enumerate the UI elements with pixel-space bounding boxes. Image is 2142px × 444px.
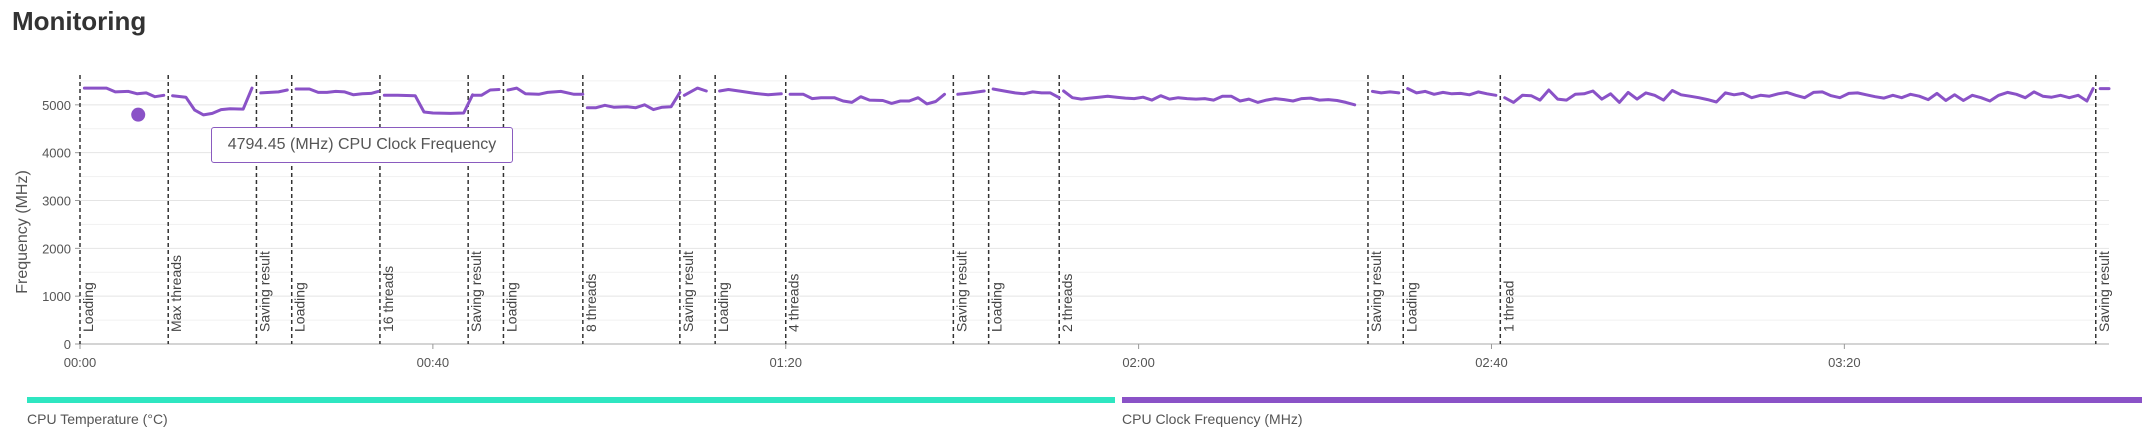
series-line-segment[interactable] [1406, 87, 1498, 97]
series-line-segment[interactable] [294, 87, 380, 97]
y-tick-label: 5000 [42, 98, 71, 113]
y-tick-label: 3000 [42, 194, 71, 209]
annotation-label: 4 threads [786, 274, 802, 332]
x-axis: 00:00 00:40 01:20 02:00 02:40 03:20 [64, 343, 2109, 370]
y-axis: 0 1000 2000 3000 4000 5000 [42, 98, 80, 352]
legend-label-cpu-clock-frequency[interactable]: CPU Clock Frequency (MHz) [1122, 411, 1303, 427]
series-line-segment[interactable] [788, 92, 946, 106]
annotation-label: Loading [503, 282, 519, 332]
x-tick-label: 02:00 [1122, 355, 1155, 370]
series-line-segment[interactable] [382, 93, 475, 115]
tooltip-value: 4794.45 [227, 136, 286, 153]
series-line-segment[interactable] [991, 87, 1061, 100]
annotation-label: Loading [292, 282, 308, 332]
x-tick-label: 00:40 [417, 355, 450, 370]
x-tick-label: 00:00 [64, 355, 97, 370]
tooltip-series-name: CPU Clock Frequency [338, 136, 497, 153]
series-line-segment[interactable] [1370, 89, 1401, 95]
annotation-label: 16 threads [380, 266, 396, 332]
series-line-segment[interactable] [1062, 89, 1357, 107]
legend-label-cpu-temperature[interactable]: CPU Temperature (°C) [27, 411, 168, 427]
annotation-label: 8 threads [583, 274, 599, 332]
tooltip: 4794.45 (MHz) CPU Clock Frequency [211, 127, 513, 163]
series-line-segment[interactable] [506, 86, 585, 96]
tooltip-unit: (MHz) [290, 136, 334, 153]
annotation-label: Saving result [953, 251, 969, 332]
y-axis-label: Frequency (MHz) [14, 170, 31, 294]
legend-bar-cpu-clock-frequency[interactable] [1122, 397, 2142, 403]
y-tick-label: 1000 [42, 289, 71, 304]
series-line-segment[interactable] [1503, 87, 2095, 104]
annotation-markers: Loading Max threads Saving result Loading 16… [79, 75, 2112, 344]
annotation-label: Saving result [256, 251, 272, 332]
annotation-label: Loading [1403, 282, 1419, 332]
annotation-label: Saving result [1368, 251, 1384, 332]
tooltip-point[interactable] [131, 107, 146, 122]
annotation-label: Loading [80, 282, 96, 332]
y-tick-label: 0 [64, 337, 71, 352]
series-line-segment[interactable] [259, 88, 289, 95]
annotation-label: Max threads [168, 255, 184, 332]
series-line-segment[interactable] [682, 86, 708, 97]
annotation-label: Loading [989, 282, 1005, 332]
series-line-segment[interactable] [956, 89, 986, 96]
annotation-label: Loading [715, 282, 731, 332]
series-line-segment[interactable] [82, 86, 166, 99]
annotation-label: Saving result [680, 251, 696, 332]
x-tick-label: 01:20 [769, 355, 802, 370]
annotation-label: Saving result [2096, 251, 2112, 332]
y-tick-label: 2000 [42, 241, 71, 256]
series-line-segment[interactable] [471, 88, 501, 97]
legend-bar-cpu-temperature[interactable] [27, 397, 1115, 403]
series-line-segment[interactable] [718, 88, 783, 97]
series-line-segment[interactable] [585, 90, 682, 112]
page-title: Monitoring [12, 6, 147, 36]
series-cpu-clock-frequency[interactable] [82, 86, 2111, 117]
y-tick-label: 4000 [42, 146, 71, 161]
x-tick-label: 03:20 [1828, 355, 1861, 370]
annotation-label: 2 threads [1059, 274, 1075, 332]
x-tick-label: 02:40 [1475, 355, 1508, 370]
series-line-segment[interactable] [171, 86, 254, 117]
y-grid [80, 80, 2109, 321]
annotation-label: 1 thread [1500, 281, 1516, 332]
annotation-label: Saving result [468, 251, 484, 332]
frequency-chart: 0 1000 2000 3000 4000 5000 Frequency (MHz) 00… [14, 75, 2112, 370]
